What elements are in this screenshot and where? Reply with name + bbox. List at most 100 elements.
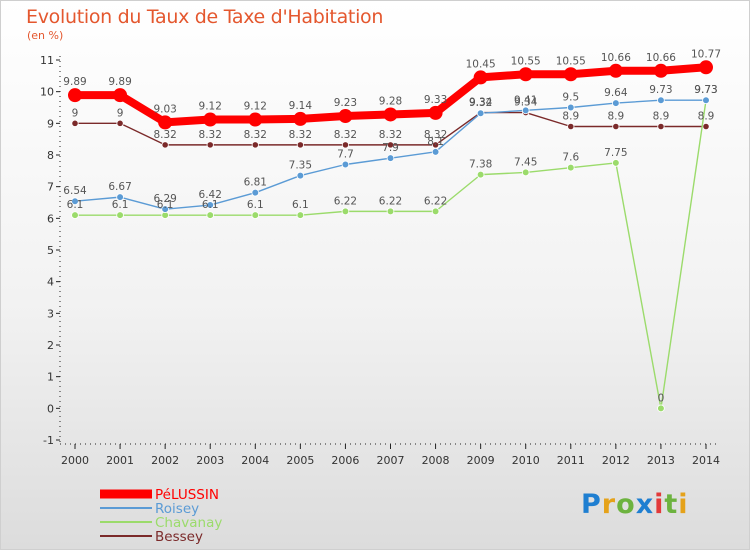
data-label: 8.1 (427, 136, 444, 148)
data-label: 8.32 (379, 129, 402, 141)
legend-label: Bessey (155, 529, 203, 545)
data-point (248, 112, 263, 127)
data-label: 8.9 (653, 111, 670, 123)
data-point (386, 207, 395, 216)
data-label: 9.34 (514, 97, 538, 109)
data-point (612, 159, 620, 167)
data-point (383, 107, 398, 122)
y-tick-label: 1 (47, 371, 54, 384)
data-point (341, 160, 350, 169)
data-label: 6.1 (157, 199, 174, 211)
data-label: 8.32 (153, 129, 176, 141)
data-point (612, 122, 620, 131)
data-label: 6.42 (199, 189, 222, 201)
data-label: 6.1 (292, 199, 309, 211)
chart-subtitle: (en %) (27, 29, 64, 42)
data-point (206, 141, 214, 149)
data-point (116, 211, 124, 219)
x-tick-label: 2003 (196, 454, 224, 467)
data-point (473, 70, 488, 85)
x-tick-label: 2013 (647, 454, 675, 467)
y-tick-label: 8 (47, 149, 54, 162)
data-label: 8.32 (199, 129, 222, 141)
data-point (116, 193, 124, 201)
data-label: 9 (72, 107, 79, 119)
axes: -1 0 1 2 3 4 5 6 7 8 9 10 11 2000 2001 2002 2003 2004 2005… (40, 54, 720, 467)
data-point (341, 141, 350, 149)
data-label: 9.03 (153, 103, 176, 115)
data-label: 8.32 (289, 129, 312, 141)
data-label: 0 (658, 392, 665, 404)
data-point (608, 63, 623, 78)
data-point (206, 211, 215, 219)
data-label: 6.22 (424, 195, 447, 207)
logo-letter: i (678, 489, 689, 520)
data-label: 10.55 (556, 55, 586, 67)
data-point (702, 122, 710, 131)
data-label: 9.34 (469, 97, 493, 109)
legend-label: PéLUSSIN (155, 487, 219, 503)
data-point (699, 60, 713, 75)
x-tick-label: 2010 (512, 454, 540, 467)
data-point (203, 112, 218, 127)
data-point (71, 211, 79, 219)
data-point (702, 96, 710, 105)
data-label: 8.32 (424, 129, 447, 141)
data-point (521, 106, 530, 115)
x-tick-label: 2011 (557, 454, 585, 467)
data-point (431, 148, 440, 156)
data-point (338, 109, 353, 124)
data-point (251, 188, 260, 197)
data-point (563, 67, 578, 82)
data-label: 8.9 (698, 111, 715, 123)
data-label: 7.7 (337, 149, 354, 161)
legend-label: Roisey (155, 501, 199, 517)
data-labels: 9.89 9.89 9.03 9.12 9.12 9.14 9.23 9.28 9.33 10.4… (63, 48, 721, 404)
x-tick-label: 2005 (286, 454, 314, 467)
logo-letter: x (635, 489, 655, 520)
data-point (567, 122, 575, 131)
data-label: 6.29 (153, 193, 176, 205)
data-label: 9.89 (108, 76, 131, 88)
x-tick-label: 2012 (602, 454, 630, 467)
data-label: 7.9 (382, 142, 399, 154)
data-point (476, 170, 485, 179)
data-label: 6.81 (244, 177, 267, 189)
data-label: 9.73 (649, 84, 672, 96)
data-point (71, 197, 79, 206)
data-label: 6.22 (334, 195, 357, 207)
data-label: 9.12 (199, 101, 222, 113)
data-point (71, 119, 79, 127)
y-tick-label: -1 (43, 434, 54, 447)
x-tick-label: 2009 (467, 454, 495, 467)
data-label: 8.9 (562, 111, 579, 123)
data-label: 9.41 (514, 94, 537, 106)
y-tick-label: 7 (47, 181, 54, 194)
data-label: 9.5 (562, 92, 579, 104)
data-label: 7.45 (514, 156, 537, 168)
data-label: 7.35 (289, 160, 312, 172)
chart-title: Evolution du Taux de Taxe d'Habitation (26, 6, 384, 28)
data-label: 10.45 (466, 58, 496, 70)
data-point (251, 211, 260, 219)
y-tick-label: 2 (47, 339, 54, 352)
data-label: 8.9 (608, 111, 625, 123)
data-point (116, 119, 124, 127)
data-label: 9.23 (334, 97, 357, 109)
data-label: 7.38 (469, 159, 492, 171)
x-tick-label: 2006 (331, 454, 359, 467)
data-label: 7.6 (562, 152, 579, 164)
y-tick-label: 9 (47, 117, 54, 130)
data-label: 10.77 (691, 48, 721, 60)
logo-letter: r (601, 489, 617, 520)
x-tick-label: 2004 (241, 454, 269, 467)
data-point (657, 404, 665, 413)
data-label: 9.28 (379, 95, 402, 107)
data-point (431, 207, 440, 216)
data-point (653, 63, 668, 78)
data-point (113, 88, 128, 103)
logo-letter: t (664, 489, 679, 520)
data-label: 6.1 (112, 199, 129, 211)
